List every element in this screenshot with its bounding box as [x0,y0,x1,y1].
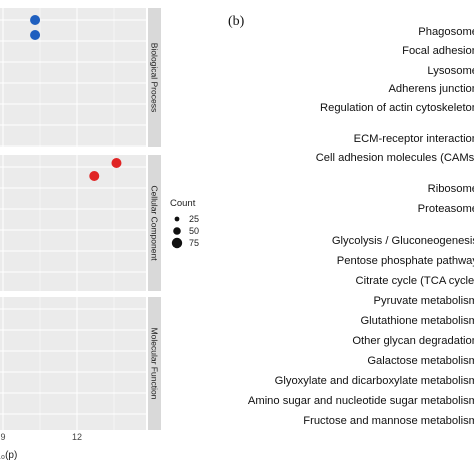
pathway-term-2: Lysosome [427,65,474,77]
pathway-term-16: Glyoxylate and dicarboxylate metabolism [274,375,474,387]
pathway-term-17: Amino sugar and nucleotide sugar metabol… [247,395,474,407]
pathway-term-3: Adherens junction [388,83,474,95]
pathway-term-10: Pentose phosphate pathway [336,255,474,267]
legend-label-1: 50 [189,226,199,236]
facet-panel-2 [0,297,146,430]
pathway-term-6: Cell adhesion molecules (CAMs) [315,152,474,164]
pathway-term-9: Glycolysis / Gluconeogenesis [331,235,474,247]
legend-title: Count [170,198,196,209]
kegg-terms-panel-b: (b) Phagosome Focal adhesion Lysosome Adher… [200,0,474,474]
legend-symbol-1 [173,227,181,235]
legend-symbol-0 [174,216,180,222]
pathway-term-5: ECM-receptor interaction [353,133,474,145]
pathway-term-14: Other glycan degradation [352,335,474,347]
data-point-3 [89,171,100,181]
pathway-term-12: Pyruvate metabolism [373,295,474,307]
x-axis-title: g₁₀(p) [0,450,17,461]
panel-label-b: (b) [228,14,245,29]
pathway-term-4: Regulation of actin cytoskeleton [320,102,474,114]
pathway-term-15: Galactose metabolism [367,355,474,367]
facet-strip-0 [148,8,161,147]
data-point-2 [111,158,122,168]
pathway-term-13: Glutathione metabolism [360,315,474,327]
pathway-term-1: Focal adhesion [402,45,474,57]
pathway-term-8: Proteasome [417,203,474,215]
pathway-term-7: Ribosome [427,183,474,195]
facet-strip-2 [148,297,161,430]
legend-label-2: 75 [189,238,199,248]
facet-strip-label-0: Biological Process [150,43,160,112]
legend-symbol-2 [171,237,183,249]
data-point-1 [30,30,41,40]
facet-panel-1 [0,155,146,291]
x-tick-label-0: 9 [0,432,5,442]
x-tick-label-1: 12 [72,432,82,442]
data-point-0 [30,15,41,25]
facet-strip-label-2: Molecular Function [150,328,160,400]
facet-strip-1 [148,155,161,291]
dot-plot-panel-a: 9 12 g₁₀(p) Biological Process Cellular C… [0,8,199,461]
pathway-term-11: Citrate cycle (TCA cycle) [355,275,474,287]
facet-panel-0 [0,8,146,147]
pathway-term-0: Phagosome [418,26,474,38]
facet-strip-label-1: Cellular Component [150,185,160,261]
pathway-term-18: Fructose and mannose metabolism [303,415,474,427]
legend-label-0: 25 [189,214,199,224]
